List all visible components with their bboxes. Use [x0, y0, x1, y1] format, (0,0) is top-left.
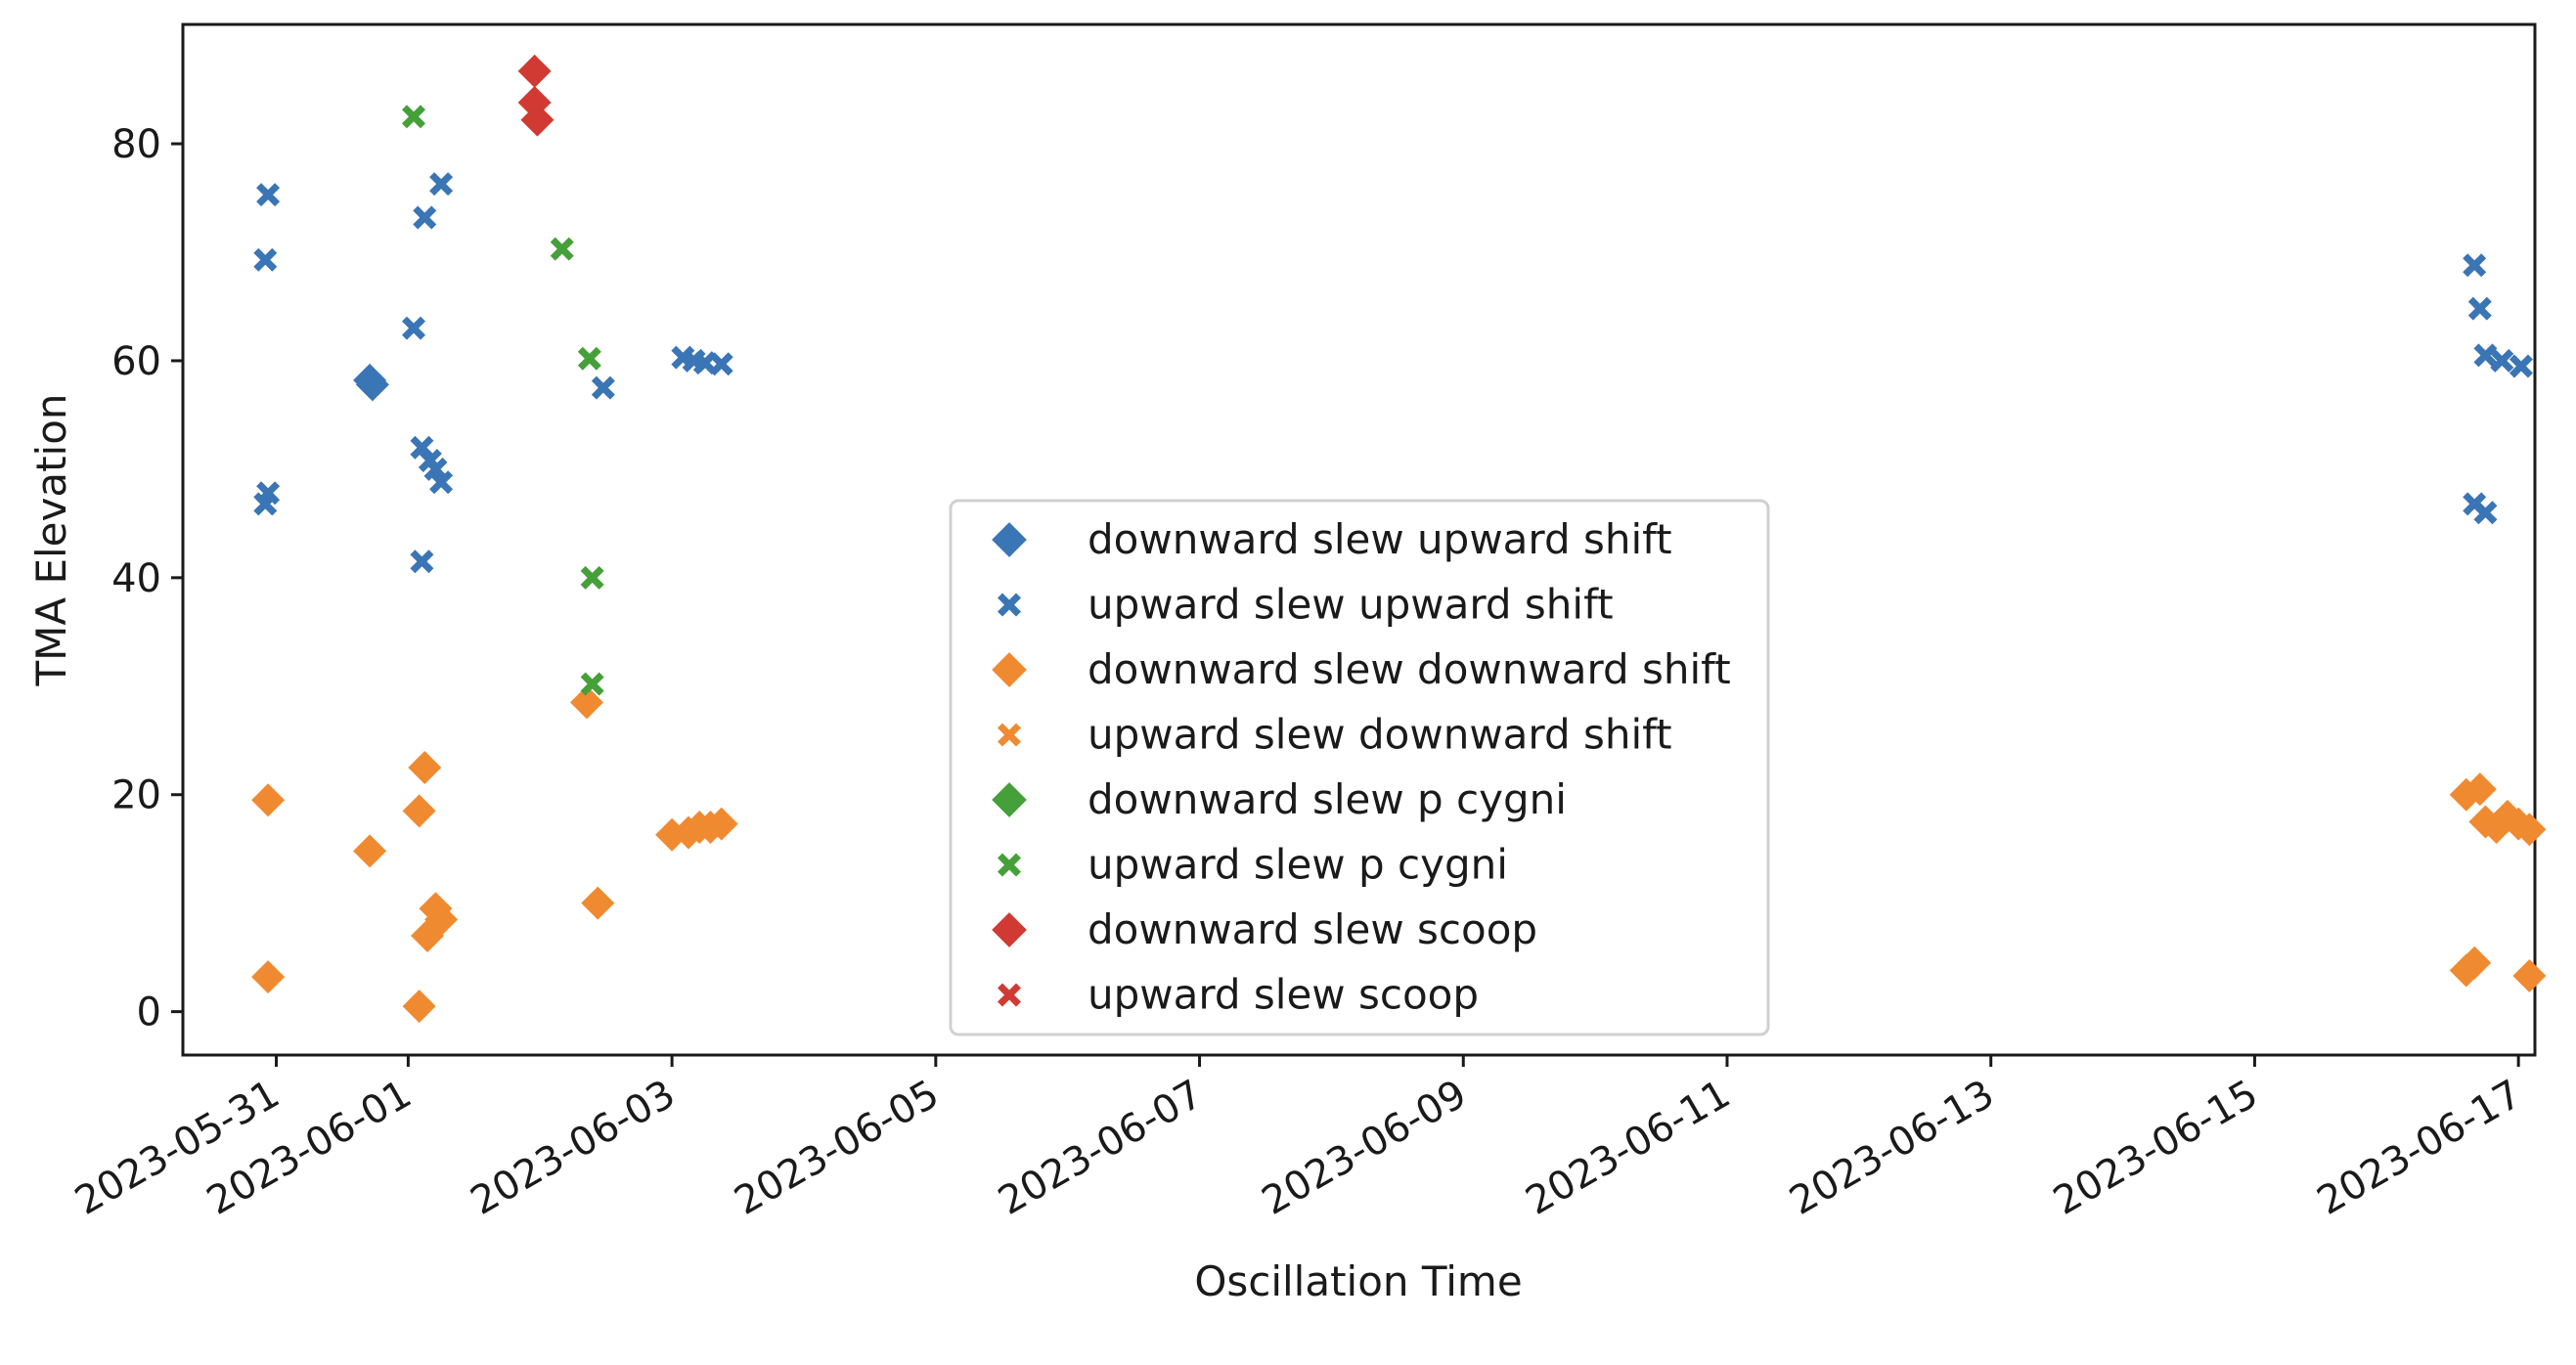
data-point: [253, 247, 278, 272]
legend-marker: [998, 593, 1021, 617]
legend-marker: [992, 782, 1027, 817]
data-point: [2458, 946, 2492, 980]
legend-label: downward slew upward shift: [1088, 515, 1672, 563]
x-tick-label: 2023-06-17: [2310, 1072, 2529, 1224]
data-point: [577, 346, 601, 371]
legend: downward slew upward shift upward slew up…: [949, 499, 1770, 1036]
legend-marker: [992, 912, 1027, 947]
data-point: [580, 565, 604, 590]
data-point: [2463, 772, 2497, 807]
data-point: [550, 237, 574, 261]
data-point: [411, 918, 445, 952]
data-point: [580, 672, 604, 696]
legend-marker: [992, 652, 1027, 687]
legend-marker: [998, 723, 1021, 747]
data-point: [251, 960, 286, 994]
legend-label: upward slew upward shift: [1088, 581, 1614, 629]
data-point: [251, 783, 286, 817]
x-tick-label: 2023-06-03: [464, 1072, 683, 1224]
y-tick-label: 80: [111, 122, 161, 167]
data-point: [413, 205, 437, 230]
data-point: [2509, 354, 2533, 378]
data-point: [520, 103, 555, 137]
x-tick-label: 2023-06-05: [728, 1072, 947, 1224]
data-point: [353, 834, 387, 868]
data-point: [402, 794, 436, 828]
data-point: [2490, 348, 2514, 373]
data-point: [517, 54, 552, 88]
x-tick-label: 2023-06-11: [1519, 1072, 1738, 1224]
data-point: [591, 375, 615, 400]
legend-marker: [992, 522, 1027, 557]
data-point: [408, 750, 442, 784]
data-point: [581, 886, 615, 920]
data-point: [2463, 253, 2487, 278]
data-point: [402, 105, 426, 129]
data-point: [429, 470, 454, 495]
y-axis-label: TMA Elevation: [27, 393, 75, 686]
y-tick-label: 40: [111, 556, 161, 601]
legend-label: downward slew scoop: [1088, 905, 1537, 953]
legend-label: downward slew downward shift: [1088, 645, 1731, 693]
x-tick-label: 2023-06-07: [991, 1072, 1210, 1224]
data-point: [355, 368, 389, 402]
data-point: [570, 685, 604, 720]
data-point: [2467, 296, 2492, 321]
legend-label: upward slew scoop: [1088, 971, 1479, 1019]
x-tick-label: 2023-06-09: [1255, 1072, 1474, 1224]
data-point: [253, 492, 278, 516]
data-point: [2512, 959, 2547, 993]
x-tick-label: 2023-06-13: [1782, 1072, 2001, 1224]
legend-label: downward slew p cygni: [1088, 775, 1567, 823]
legend-label: upward slew downward shift: [1088, 711, 1672, 759]
data-points: [251, 54, 2547, 1024]
legend-label: upward slew p cygni: [1088, 841, 1508, 889]
legend-marker: [998, 983, 1021, 1007]
data-point: [2473, 343, 2498, 368]
data-point: [2512, 813, 2547, 847]
legend-marker: [998, 853, 1021, 877]
y-tick-label: 20: [111, 773, 161, 818]
data-point: [402, 990, 436, 1024]
data-point: [2473, 501, 2498, 525]
data-point: [410, 550, 434, 574]
data-point: [709, 352, 733, 376]
data-point: [402, 316, 426, 340]
y-axis: 0 20 40 60 80: [111, 122, 183, 1035]
x-tick-label: 2023-06-15: [2046, 1072, 2265, 1224]
y-tick-label: 60: [111, 339, 161, 384]
data-point: [704, 807, 738, 841]
y-tick-label: 0: [137, 991, 161, 1035]
legend-box: [949, 499, 1770, 1036]
x-axis-label: Oscillation Time: [1194, 1257, 1522, 1305]
data-point: [256, 183, 281, 207]
data-point: [429, 172, 454, 197]
